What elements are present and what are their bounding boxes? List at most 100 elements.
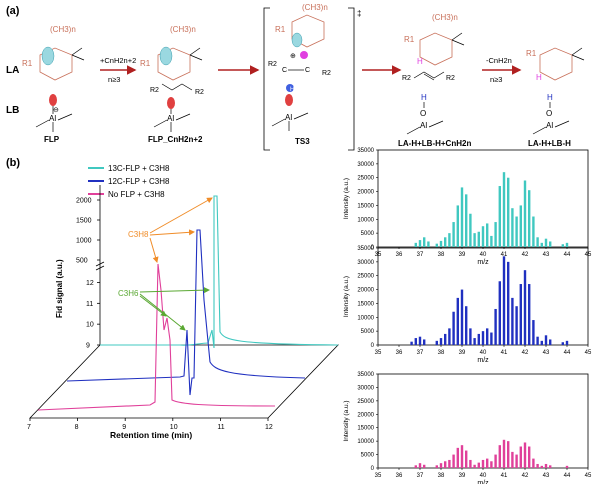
- chrom-lines: [37, 195, 339, 411]
- ms-x-tick-label: 35: [375, 473, 382, 479]
- ms-y-tick-label: 0: [371, 245, 375, 251]
- ms-bar: [565, 242, 569, 247]
- ms-bar: [444, 461, 447, 468]
- ms-bar: [465, 306, 468, 345]
- arrow-propylene-12c: [139, 293, 186, 331]
- ms-y-tick-label: 10000: [357, 439, 374, 445]
- ms-bar: [502, 172, 506, 247]
- ms-bar: [469, 213, 472, 247]
- bond: [175, 113, 191, 121]
- ms-x-tick-label: 39: [459, 473, 466, 479]
- carbon-label-2: C: [305, 67, 310, 74]
- bond: [571, 54, 585, 61]
- alkane-chain: [161, 83, 193, 91]
- ms-bar: [494, 454, 497, 468]
- ms-x-tick-label: 40: [480, 473, 487, 479]
- cyclohexene-ring: [419, 32, 453, 66]
- ms-bar: [515, 306, 518, 345]
- ms-bar: [481, 226, 485, 247]
- ms-y-tick-label: 15000: [357, 203, 374, 209]
- ms-bar: [528, 446, 531, 468]
- chrom-y-label-1: Fid signal (a.u.): [55, 259, 64, 318]
- ms-bar: [481, 459, 485, 468]
- ms-bar: [536, 463, 539, 468]
- chrom-y-tick-label: 1000: [76, 238, 92, 245]
- cyclohexane-ring: [157, 47, 191, 81]
- ms-y-tick-label: 10000: [357, 217, 374, 223]
- methyl-group-label: (CH3)n: [432, 13, 458, 22]
- hydrogen-label-2: H: [547, 93, 553, 102]
- ms-bar: [523, 270, 527, 345]
- r2-label: R2: [402, 75, 411, 82]
- ms-y-label: Intensity (a.u.): [343, 276, 350, 317]
- ms-y-tick-label: 0: [371, 343, 375, 349]
- ms-bar: [498, 281, 501, 345]
- ms-bar: [502, 439, 506, 468]
- ms-bar: [549, 465, 552, 468]
- ms-bar: [523, 442, 527, 468]
- ms-y-tick-label: 35000: [357, 246, 374, 252]
- reagent-add-label: +CnH2n+2: [100, 56, 136, 65]
- axis-break-icon: [95, 261, 105, 267]
- ms-bar: [435, 340, 438, 345]
- ms-x-tick-label: 45: [585, 473, 592, 479]
- ms-bar: [410, 341, 413, 345]
- ms-x-tick-label: 40: [480, 252, 487, 258]
- ms-y-tick-label: 25000: [357, 176, 374, 182]
- panel-b: (b) 13C-FLP + C3H8 12C-FLP + C3H8 No FLP…: [6, 148, 592, 487]
- ms-x-tick-label: 38: [438, 252, 445, 258]
- ms-bar: [435, 465, 438, 468]
- chrom-y-tick-label: 1500: [76, 218, 92, 225]
- ms-bar: [460, 445, 464, 468]
- ms-bar: [418, 336, 422, 345]
- ms-y-tick-label: 20000: [357, 190, 374, 196]
- ms-bar: [448, 328, 451, 345]
- empty-orbital-icon: [159, 46, 173, 66]
- ms-bar: [439, 463, 443, 468]
- bond: [153, 119, 168, 128]
- bond: [451, 39, 465, 46]
- chrom-x-tick-label: 10: [170, 424, 178, 431]
- reaction-arrow-4: -CnH2n n≥3: [482, 56, 522, 84]
- legend-entry-13c: 13C-FLP + C3H8: [108, 164, 170, 173]
- reagent-remove-label: -CnH2n: [486, 56, 512, 65]
- ms-bar: [418, 240, 422, 247]
- ms-y-tick-label: 35000: [357, 372, 374, 378]
- ms-bar: [465, 450, 468, 468]
- ms-y-label: Intensity (a.u.): [343, 178, 350, 219]
- ms-y-tick-label: 20000: [357, 288, 374, 294]
- ms-y-tick-label: 5000: [361, 329, 375, 335]
- ms-bar: [481, 331, 485, 345]
- ms-x-tick-label: 45: [585, 350, 592, 356]
- ms-x-tick-label: 38: [438, 350, 445, 356]
- chrom-y-tick-label: 9: [86, 343, 90, 350]
- series-line-noflp: [37, 263, 276, 411]
- species-flp: (CH3)n R1 Al ⊖ FLP: [22, 25, 85, 144]
- r1-label: R1: [404, 35, 415, 44]
- r2-label-2: R2: [322, 70, 331, 77]
- ms-bar: [452, 222, 455, 247]
- ms-bar: [544, 463, 548, 468]
- ms-bar: [473, 338, 476, 345]
- ms-bar: [439, 338, 443, 345]
- alkene-chain: [413, 71, 445, 79]
- aluminum-label: Al: [285, 113, 292, 122]
- aluminum-label: Al: [420, 121, 427, 130]
- ms-y-tick-label: 20000: [357, 412, 374, 418]
- ms-bar: [418, 463, 422, 468]
- ms-bar: [494, 222, 497, 247]
- chrom-annotations: C3H8 C3H6: [118, 197, 213, 331]
- species-label-intermediate: LA-H+LB-H+CnH2n: [398, 139, 471, 148]
- ms-bar: [460, 187, 464, 247]
- ms-bar: [502, 256, 506, 345]
- aluminum-label: Al: [546, 121, 553, 130]
- ms-y-tick-label: 30000: [357, 162, 374, 168]
- methyl-bond: [71, 54, 85, 61]
- chrom-y-tick-label: 12: [86, 280, 94, 287]
- ms-bar: [519, 446, 522, 468]
- ms-bar: [498, 186, 501, 247]
- legend-entry-12c: 12C-FLP + C3H8: [108, 177, 170, 186]
- ms-bar: [490, 235, 493, 247]
- ms-y-tick-label: 15000: [357, 426, 374, 432]
